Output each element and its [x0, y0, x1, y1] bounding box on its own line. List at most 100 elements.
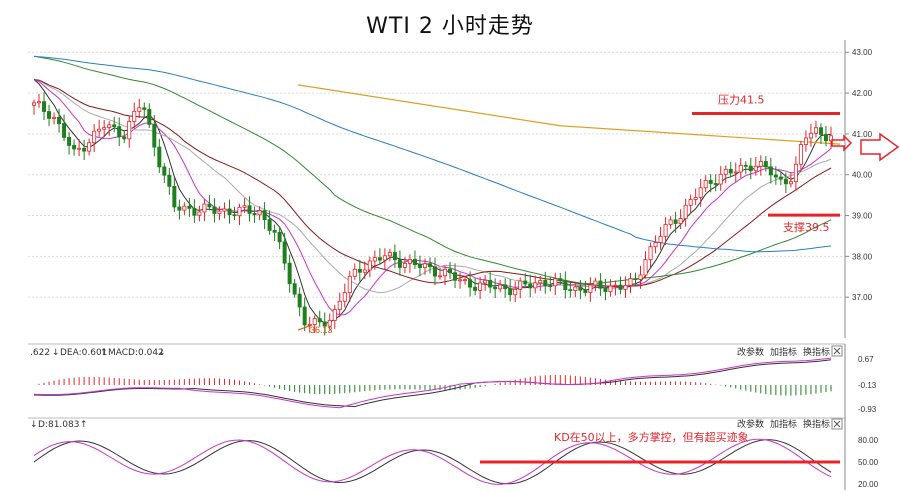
candle-body: [798, 144, 803, 165]
candle-body: [122, 136, 127, 140]
candle-body: [548, 285, 553, 288]
candle-body: [663, 224, 668, 237]
candle-body: [508, 288, 513, 296]
candle-body: [648, 246, 653, 261]
macd-header-value: .622: [30, 348, 50, 358]
chart-title: WTI 2 小时走势: [366, 14, 534, 39]
candle-body: [432, 266, 437, 277]
candle-body: [52, 116, 57, 119]
price-tick-label: 43.00: [852, 48, 873, 57]
candle-body: [232, 214, 237, 217]
candle-body: [202, 203, 207, 213]
candle-body: [523, 280, 528, 285]
candle-body: [543, 279, 548, 287]
candle-body: [538, 279, 543, 284]
candle-body: [387, 252, 392, 257]
candle-body: [563, 280, 568, 291]
candle-body: [703, 179, 708, 189]
candle-body: [187, 205, 192, 209]
candle-body: [738, 164, 743, 173]
candle-body: [503, 284, 508, 290]
candle-body: [407, 258, 412, 264]
resistance-label: 压力41.5: [718, 93, 765, 106]
candle-body: [608, 285, 613, 293]
candle-body: [473, 286, 478, 291]
candle-body: [493, 286, 498, 290]
candlesticks: [32, 92, 833, 336]
moving-average-line: [33, 79, 832, 324]
candle-body: [558, 278, 563, 281]
candle-body: [217, 210, 222, 214]
candle-body: [573, 286, 578, 291]
kd-header-d: D:81.083: [38, 420, 79, 430]
candle-body: [773, 174, 778, 178]
candle-body: [142, 107, 147, 110]
candle-body: [382, 255, 387, 261]
candle-body: [32, 102, 37, 106]
macd-header-dea: DEA:0.601: [60, 348, 107, 358]
moving-average-lines: [33, 55, 841, 324]
support-label: 支撑39.5: [783, 220, 830, 234]
candle-body: [723, 168, 728, 175]
candle-body: [337, 300, 342, 310]
candle-body: [57, 116, 62, 124]
candle-body: [47, 111, 52, 119]
moving-average-line: [33, 55, 832, 253]
candle-body: [748, 165, 753, 172]
kd-modify-button[interactable]: 改参数: [737, 418, 764, 430]
moving-average-line: [33, 79, 832, 294]
candle-body: [82, 147, 87, 152]
candle-body: [247, 205, 252, 214]
kd-annotation: KD在50以上，多方掌控，但有超买迹象: [554, 430, 749, 444]
candle-body: [688, 199, 693, 206]
candle-body: [453, 272, 458, 281]
kd-add-indicator-button[interactable]: 加指标: [770, 418, 797, 430]
candle-body: [448, 268, 453, 274]
candle-body: [673, 219, 678, 224]
arrow-right-icon: [860, 132, 900, 162]
price-tick-label: 41.00: [852, 130, 873, 139]
arrow-down-icon: ↓: [30, 420, 38, 430]
candle-body: [618, 284, 623, 290]
candle-body: [583, 289, 588, 293]
kd-switch-indicator-button[interactable]: 换指标: [803, 418, 830, 430]
kd-lines: [33, 438, 832, 485]
candle-body: [683, 204, 688, 219]
candle-body: [458, 279, 463, 282]
macd-tick: -0.93: [858, 405, 877, 414]
price-axis-ticks: 43.00 42.00 41.00 40.00 39.00 38.00 37.00: [852, 48, 873, 302]
macd-modify-button[interactable]: 改参数: [737, 346, 764, 358]
candle-body: [633, 278, 638, 281]
candle-body: [362, 269, 367, 273]
kd-close-icon[interactable]: [831, 418, 843, 430]
candle-body: [468, 279, 473, 288]
macd-close-icon[interactable]: [831, 345, 843, 357]
candle-body: [753, 165, 758, 172]
candle-body: [252, 213, 257, 216]
candle-body: [132, 110, 137, 122]
candle-body: [332, 309, 337, 321]
candle-body: [282, 241, 287, 264]
candle-body: [638, 274, 643, 280]
macd-add-indicator-button[interactable]: 加指标: [770, 346, 797, 358]
candle-body: [678, 218, 683, 224]
candle-body: [182, 205, 187, 211]
macd-switch-indicator-button[interactable]: 换指标: [803, 346, 830, 358]
candle-body: [357, 268, 362, 273]
candle-body: [262, 210, 267, 221]
candle-body: [422, 263, 427, 268]
candle-body: [297, 293, 302, 308]
candle-body: [728, 168, 733, 174]
candle-body: [112, 124, 117, 128]
candle-body: [277, 231, 282, 243]
candle-body: [302, 306, 307, 326]
candle-body: [377, 257, 382, 261]
moving-average-line: [33, 55, 832, 285]
candle-body: [763, 161, 768, 168]
candle-body: [828, 135, 833, 142]
candle-body: [488, 279, 493, 288]
candle-body: [347, 275, 352, 294]
price-tick-label: 42.00: [852, 89, 873, 98]
price-tick-label: 37.00: [852, 293, 873, 302]
candle-body: [117, 126, 122, 138]
